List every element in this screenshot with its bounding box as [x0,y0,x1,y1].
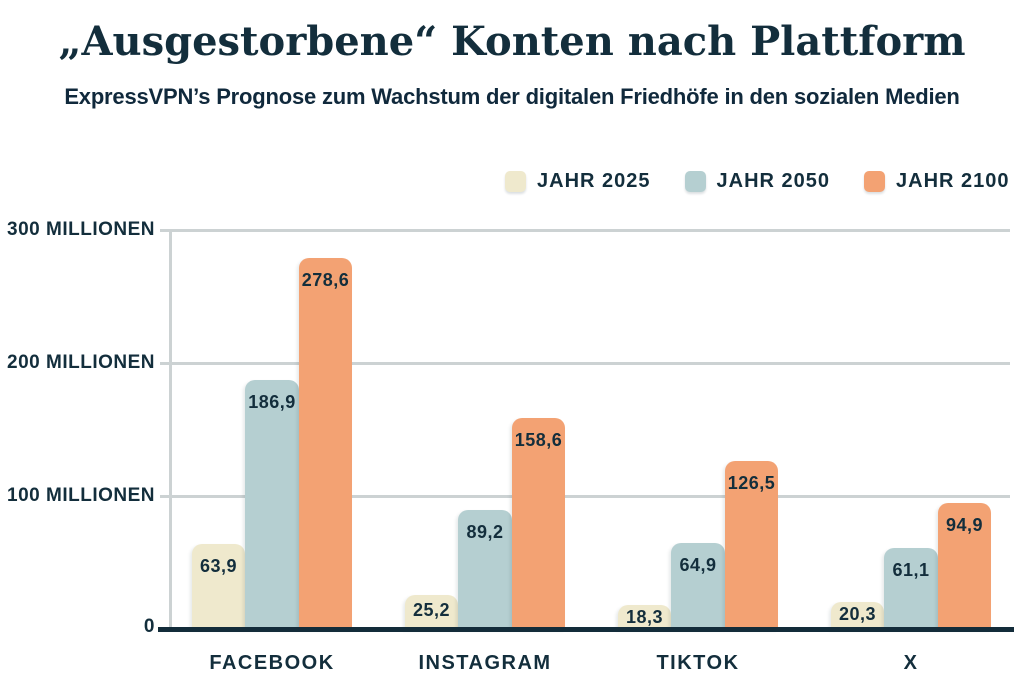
legend-label-2100: JAHR 2100 [896,170,1010,192]
x-axis-line [158,627,1014,632]
legend-label-2050: JAHR 2050 [716,170,831,192]
gridline-100 [160,495,1010,498]
gridline-200 [160,362,1010,365]
bar-x-jahr-2025: 20,3 [830,602,885,629]
bar-value-label: 186,9 [248,392,296,413]
bar-chart: 300 MILLIONEN 200 MILLIONEN 100 MILLIONE… [7,219,1014,674]
bar-instagram-jahr-2100: 158,6 [511,418,566,629]
category-label-tiktok: TIKTOK [656,652,740,674]
bar-value-label: 126,5 [727,472,776,493]
y-axis-line [169,230,172,629]
legend: JAHR 2025 JAHR 2050 JAHR 2100 [505,170,1010,193]
bar-tiktok-jahr-2100: 126,5 [724,460,779,629]
page-subtitle: ExpressVPN’s Prognose zum Wachstum der d… [64,84,960,109]
legend-item-2100: JAHR 2100 [864,170,1010,193]
bar-instagram-jahr-2025: 25,2 [404,595,459,629]
bar-x-jahr-2100: 94,9 [937,502,992,629]
bar-value-label: 158,6 [514,430,563,451]
y-axis-label-300: 300 MILLIONEN [7,219,155,240]
bar-value-label: 278,6 [301,270,350,291]
bar-facebook-jahr-2050: 186,9 [245,380,299,629]
legend-swatch-2025 [505,171,526,192]
y-axis-label-0: 0 [143,616,155,637]
bar-value-label: 63,9 [199,556,238,576]
bar-tiktok-jahr-2025: 18,3 [617,604,672,629]
bar-value-label: 64,9 [679,554,717,575]
category-label-facebook: FACEBOOK [209,652,335,674]
bar-value-label: 25,2 [412,600,451,621]
bar-value-label: 18,3 [625,606,664,627]
legend-swatch-2050 [684,171,706,192]
bar-value-label: 94,9 [945,514,984,535]
page-title: „Ausgestorbene“ Konten nach Plattform [58,18,966,65]
bar-value-label: 61,1 [892,559,930,580]
legend-label-2025: JAHR 2025 [537,170,651,192]
bar-facebook-jahr-2100: 278,6 [298,258,353,629]
gridline-300 [160,229,1010,232]
bar-value-label: 20,3 [838,604,877,624]
y-axis-label-200: 200 MILLIONEN [7,352,155,373]
bar-value-label: 89,2 [466,522,504,543]
legend-item-2050: JAHR 2050 [684,170,831,193]
y-axis-label-100: 100 MILLIONEN [7,485,155,506]
bar-x-jahr-2050: 61,1 [884,547,938,629]
legend-item-2025: JAHR 2025 [505,170,651,193]
bar-instagram-jahr-2050: 89,2 [458,510,512,629]
category-label-instagram: INSTAGRAM [418,652,552,674]
bar-tiktok-jahr-2050: 64,9 [671,542,725,629]
category-label-x: X [903,652,919,674]
legend-swatch-2100 [864,171,886,192]
bar-facebook-jahr-2025: 63,9 [191,544,246,629]
